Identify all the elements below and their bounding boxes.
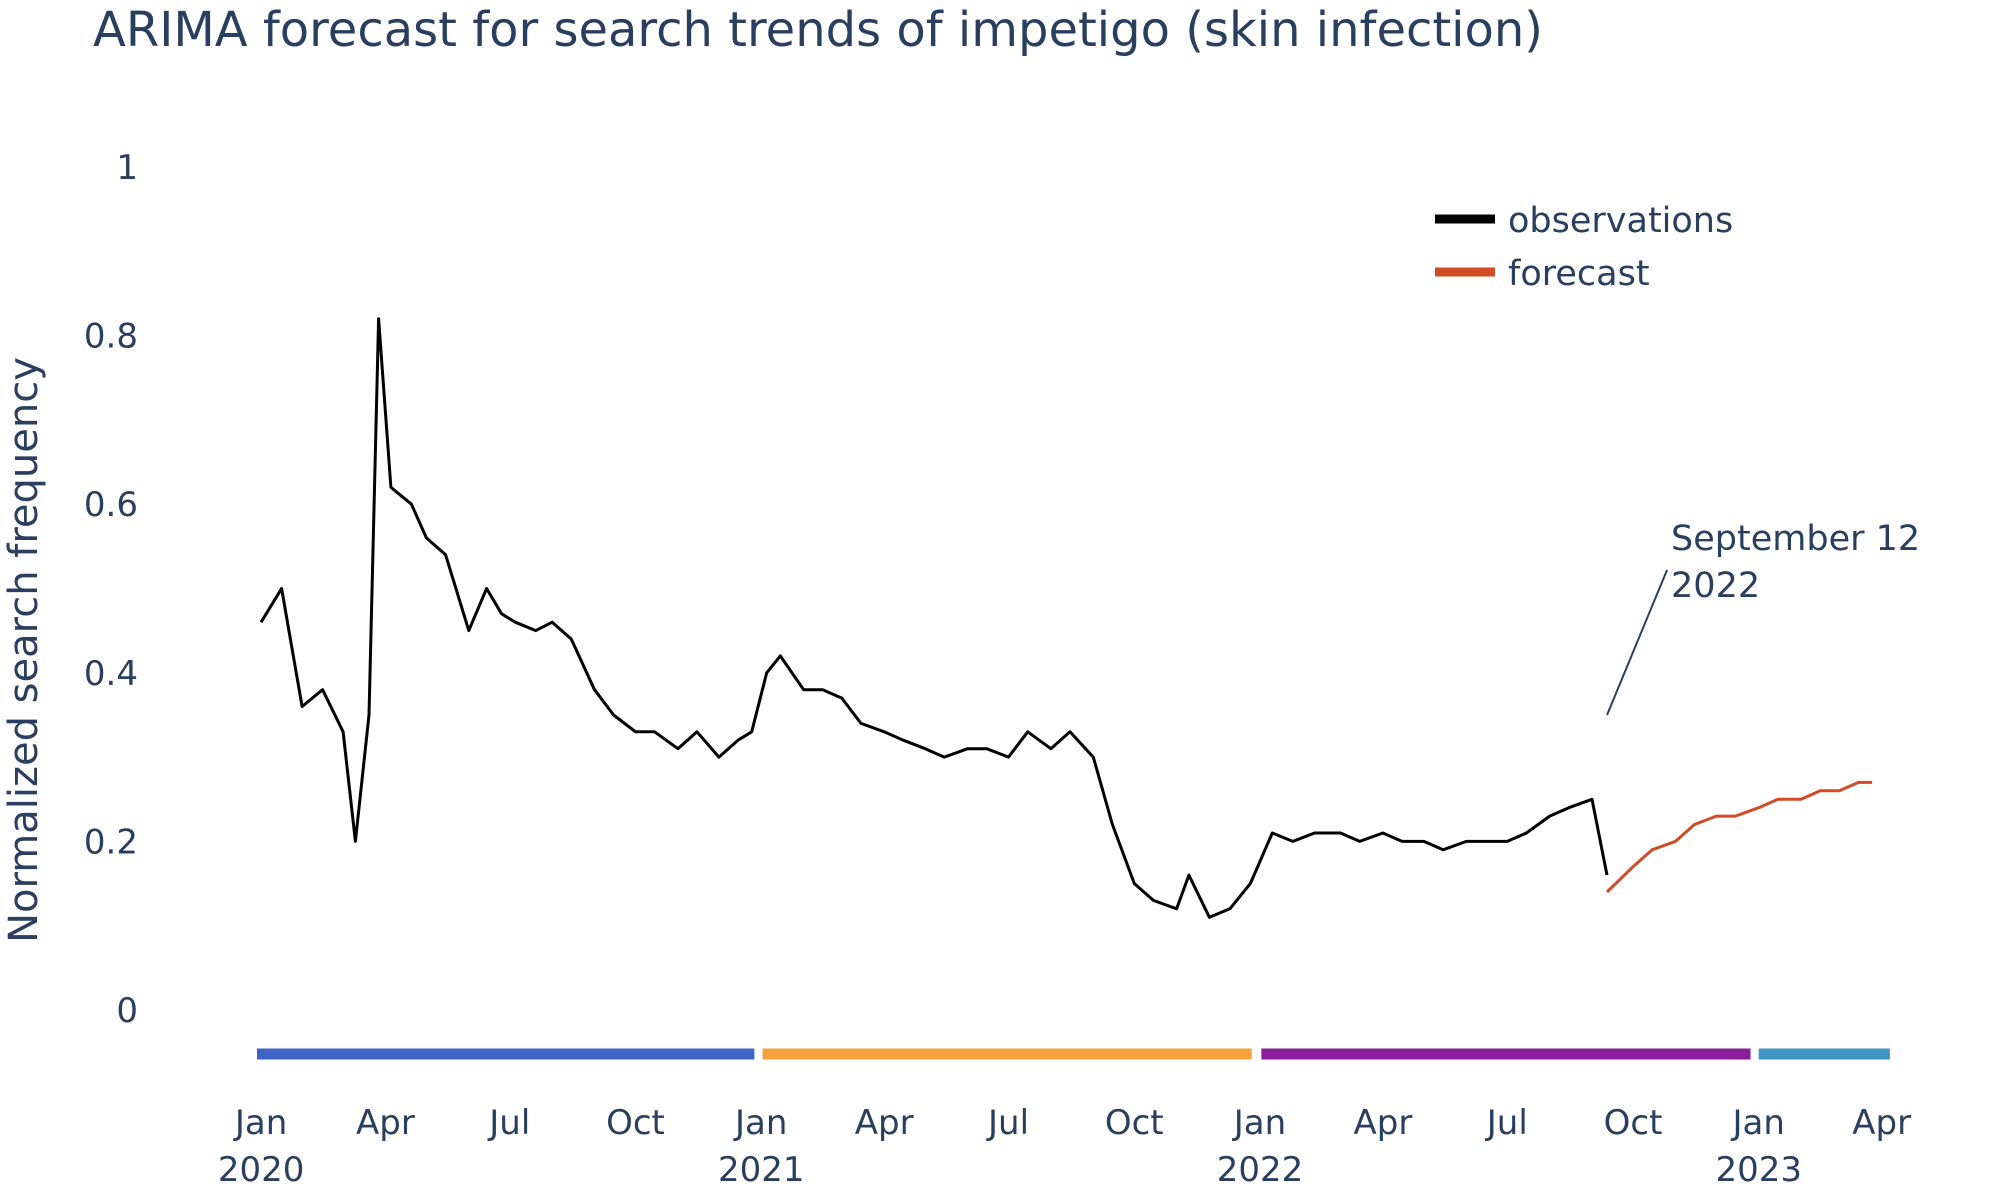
chart-title: ARIMA forecast for search trends of impe…: [93, 2, 1543, 58]
annotation-text-line1: September 12: [1671, 519, 1920, 559]
y-axis-ticks: 0 0.2 0.4 0.6 0.8 1: [84, 148, 138, 1031]
y-tick-label: 0.4: [84, 654, 138, 694]
x-tick-label: Jul: [487, 1103, 530, 1143]
x-tick-label: Jan: [233, 1103, 287, 1143]
x-tick-year-label: 2021: [718, 1150, 805, 1190]
x-tick-year-label: 2020: [218, 1150, 305, 1190]
x-tick-label: Oct: [606, 1103, 665, 1143]
y-axis-label: Normalized search frequency: [1, 357, 47, 943]
x-tick-label: Oct: [1105, 1103, 1164, 1143]
y-tick-label: 0: [116, 991, 138, 1031]
x-tick-label: Jan: [1232, 1103, 1286, 1143]
annotation-text-line2: 2022: [1671, 566, 1760, 606]
series-line-observations: [259, 317, 1609, 919]
y-tick-label: 1: [116, 148, 138, 188]
plot-area: [259, 317, 1873, 919]
x-tick-label: Jul: [986, 1103, 1029, 1143]
x-tick-label: Apr: [1852, 1103, 1911, 1143]
legend-label-observations: observations: [1508, 201, 1733, 241]
x-tick-label: Jan: [733, 1103, 787, 1143]
x-axis-ticks: Jan 2020 Apr Jul Oct Jan 2021 Apr Jul Oct Jan 2022 A…: [218, 1103, 1911, 1190]
x-tick-label: Apr: [356, 1103, 415, 1143]
legend-label-forecast: forecast: [1508, 254, 1650, 294]
x-tick-year-label: 2023: [1715, 1150, 1802, 1190]
annotation-arrow: [1606, 569, 1668, 716]
x-tick-label: Apr: [1354, 1103, 1413, 1143]
x-tick-label: Jan: [1731, 1103, 1785, 1143]
x-tick-label: Jul: [1485, 1103, 1528, 1143]
x-tick-label: Oct: [1604, 1103, 1663, 1143]
y-tick-label: 0.6: [84, 485, 138, 525]
y-tick-label: 0.2: [84, 822, 138, 862]
y-tick-label: 0.8: [84, 317, 138, 357]
x-tick-year-label: 2022: [1217, 1150, 1304, 1190]
annotation: September 12 2022: [1606, 519, 1920, 716]
legend: observations forecast: [1435, 201, 1733, 294]
x-tick-label: Apr: [855, 1103, 914, 1143]
series-line-forecast: [1605, 780, 1873, 894]
